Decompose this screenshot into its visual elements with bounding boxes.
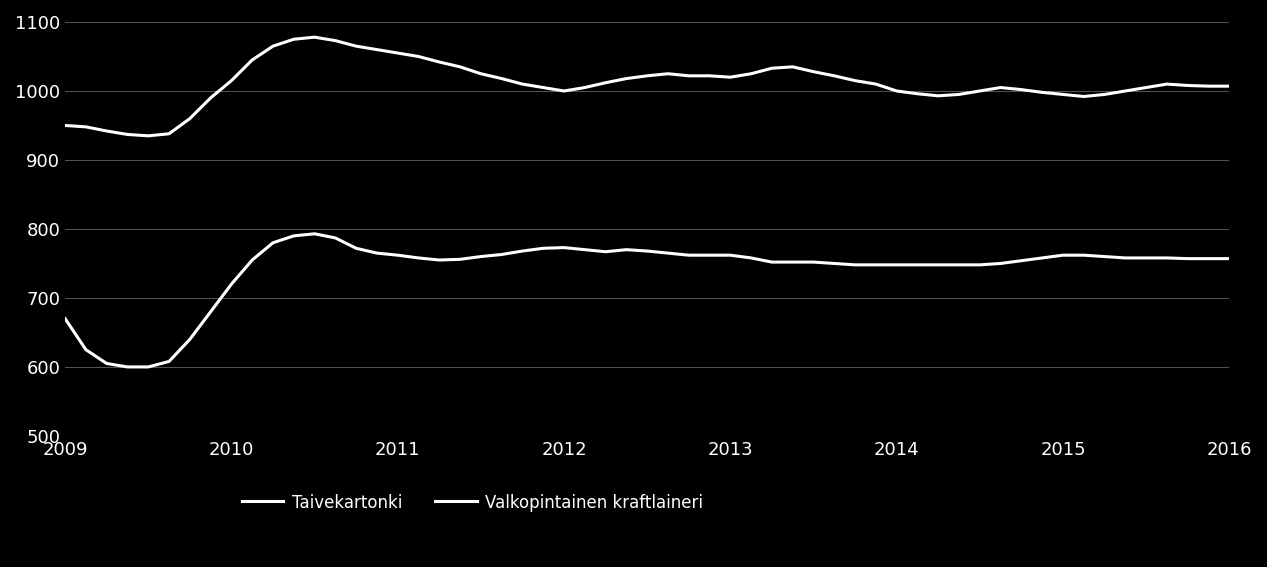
Taivekartonki (598, 79, 613, 86)
Taivekartonki (889, 87, 905, 94)
Taivekartonki (141, 133, 156, 139)
Valkopintainen kraftlaineri (57, 315, 72, 322)
Taivekartonki (57, 122, 72, 129)
Valkopintainen kraftlaineri (889, 261, 905, 268)
Valkopintainen kraftlaineri (411, 255, 426, 261)
Taivekartonki (307, 34, 322, 41)
Valkopintainen kraftlaineri (910, 261, 925, 268)
Line: Taivekartonki: Taivekartonki (65, 37, 1229, 136)
Taivekartonki (99, 128, 114, 134)
Valkopintainen kraftlaineri (307, 230, 322, 237)
Valkopintainen kraftlaineri (120, 363, 136, 370)
Valkopintainen kraftlaineri (1221, 255, 1237, 262)
Valkopintainen kraftlaineri (598, 248, 613, 255)
Taivekartonki (411, 53, 426, 60)
Taivekartonki (1221, 83, 1237, 90)
Legend: Taivekartonki, Valkopintainen kraftlaineri: Taivekartonki, Valkopintainen kraftlaine… (236, 487, 710, 519)
Taivekartonki (120, 131, 136, 138)
Taivekartonki (910, 90, 925, 97)
Valkopintainen kraftlaineri (99, 360, 114, 367)
Valkopintainen kraftlaineri (141, 363, 156, 370)
Line: Valkopintainen kraftlaineri: Valkopintainen kraftlaineri (65, 234, 1229, 367)
